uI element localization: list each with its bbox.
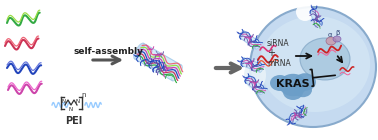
Ellipse shape <box>134 43 144 59</box>
Ellipse shape <box>296 3 314 21</box>
Ellipse shape <box>315 24 322 27</box>
Text: siRNA: siRNA <box>267 38 290 47</box>
Polygon shape <box>135 43 181 81</box>
Text: β: β <box>336 30 340 36</box>
Ellipse shape <box>294 83 312 97</box>
Text: N: N <box>62 99 66 104</box>
Ellipse shape <box>250 7 376 127</box>
Text: N: N <box>76 99 80 104</box>
Text: N: N <box>69 107 73 112</box>
Ellipse shape <box>279 74 307 96</box>
Ellipse shape <box>288 118 294 124</box>
Ellipse shape <box>300 38 350 80</box>
Ellipse shape <box>244 60 266 90</box>
Text: KRAS: KRAS <box>276 79 310 89</box>
Ellipse shape <box>256 42 261 49</box>
Ellipse shape <box>326 37 336 45</box>
Text: +: + <box>267 48 275 58</box>
Ellipse shape <box>283 84 303 100</box>
Polygon shape <box>240 31 260 49</box>
Polygon shape <box>245 75 265 95</box>
Ellipse shape <box>270 75 290 91</box>
Ellipse shape <box>294 73 316 91</box>
Text: self-assembly: self-assembly <box>73 46 143 55</box>
Ellipse shape <box>260 16 370 112</box>
Text: α: α <box>328 32 332 38</box>
Ellipse shape <box>260 65 263 72</box>
Ellipse shape <box>245 75 250 82</box>
Ellipse shape <box>333 36 341 42</box>
Polygon shape <box>241 58 263 72</box>
Polygon shape <box>288 106 307 124</box>
Text: mRNA: mRNA <box>267 59 291 67</box>
Ellipse shape <box>239 31 244 38</box>
Text: PEI: PEI <box>65 116 83 126</box>
Ellipse shape <box>241 58 245 65</box>
Ellipse shape <box>172 65 182 81</box>
Ellipse shape <box>310 9 317 12</box>
Text: n: n <box>82 92 86 98</box>
Polygon shape <box>310 9 322 27</box>
Ellipse shape <box>260 88 265 95</box>
Ellipse shape <box>302 106 308 112</box>
